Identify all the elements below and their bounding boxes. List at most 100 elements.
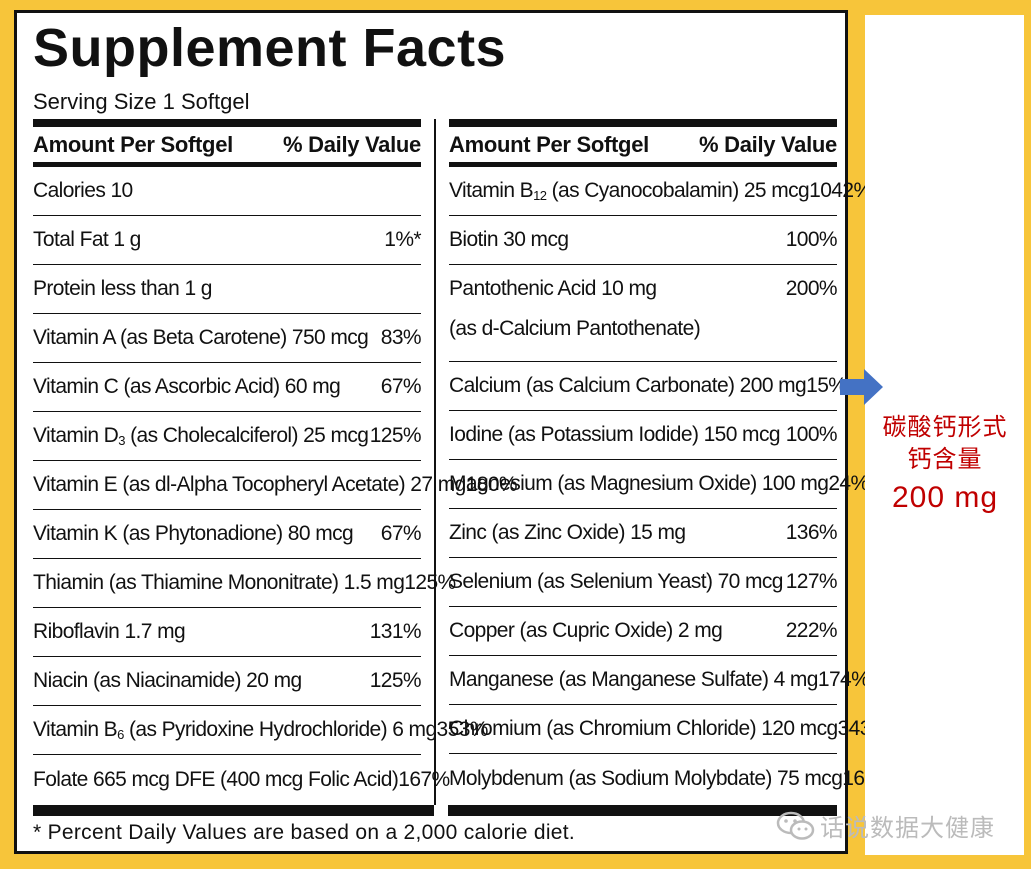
daily-value: 100% [785, 423, 838, 446]
nutrient-name: Selenium (as Selenium Yeast) 70 mcg [449, 570, 783, 594]
nutrient-name-part: (as Pyridoxine Hydrochloride) 6 mg [123, 718, 437, 741]
left-column: Amount Per Softgel % Daily Value Calorie… [33, 119, 518, 804]
nutrient-name-part: Vitamin E (as dl-Alpha Tocopheryl Acetat… [33, 473, 466, 496]
daily-value: 83% [380, 326, 422, 349]
daily-value: 200% [785, 277, 838, 300]
nutrient-name: Vitamin C (as Ascorbic Acid) 60 mg [33, 375, 341, 399]
nutrient-row: Vitamin A (as Beta Carotene) 750 mcg 83% [33, 314, 422, 363]
nutrient-row: Biotin 30 mcg 100% [449, 216, 838, 265]
nutrient-name: Molybdenum (as Sodium Molybdate) 75 mcg [449, 766, 843, 791]
amount-header: Amount Per Softgel [33, 131, 233, 157]
footnote: * Percent Daily Values are based on a 2,… [33, 821, 576, 844]
nutrient-name: Riboflavin 1.7 mg [33, 620, 186, 644]
top-bar [449, 119, 837, 127]
dv-header: % Daily Value [699, 131, 837, 157]
serving-size: Serving Size 1 Softgel [33, 89, 250, 114]
nutrient-name-part: Total Fat 1 g [33, 228, 141, 251]
nutrient-name-part: Vitamin K (as Phytonadione) 80 mcg [33, 522, 354, 545]
daily-value: 24% [828, 472, 869, 495]
nutrient-row: Calories 10 [33, 167, 421, 216]
nutrient-name-part: Calcium (as Calcium Carbonate) 200 mg [449, 374, 807, 397]
nutrient-row: Zinc (as Zinc Oxide) 15 mg 136% [449, 509, 838, 558]
nutrient-name-part: Molybdenum (as Sodium Molybdate) 75 mcg [449, 766, 843, 790]
right-column: Amount Per Softgel % Daily Value Vitamin… [449, 119, 894, 803]
nutrient-row: Total Fat 1 g 1%* [33, 216, 422, 265]
nutrient-name-part: Protein less than 1 g [33, 277, 212, 300]
daily-value: 15% [806, 374, 847, 397]
nutrient-name-part: Vitamin D [33, 424, 119, 447]
nutrient-name: Protein less than 1 g [33, 277, 212, 301]
left-header: Amount Per Softgel % Daily Value [33, 127, 421, 167]
nutrient-name-part: Iodine (as Potassium Iodide) 150 mcg [449, 423, 781, 446]
nutrient-name: Vitamin B6 (as Pyridoxine Hydrochloride)… [33, 718, 437, 742]
dv-header: % Daily Value [283, 131, 421, 157]
nutrient-row: Iodine (as Potassium Iodide) 150 mcg 100% [449, 411, 838, 460]
nutrient-name: Vitamin E (as dl-Alpha Tocopheryl Acetat… [33, 473, 466, 497]
nutrient-row: Folate 665 mcg DFE (400 mcg Folic Acid) 1… [33, 755, 450, 804]
nutrient-name: Thiamin (as Thiamine Mononitrate) 1.5 mg [33, 571, 405, 595]
nutrient-name-part: Selenium (as Selenium Yeast) 70 mcg [449, 570, 783, 593]
nutrient-name-part: Riboflavin 1.7 mg [33, 620, 186, 643]
calcium-annotation: 碳酸钙形式 钙含量 200 mg [866, 412, 1024, 520]
nutrient-name: Calcium (as Calcium Carbonate) 200 mg [449, 374, 807, 398]
nutrient-name-part: Niacin (as Niacinamide) 20 mg [33, 669, 302, 692]
column-divider [434, 119, 436, 815]
nutrient-row: Thiamin (as Thiamine Mononitrate) 1.5 mg… [33, 559, 456, 608]
nutrient-name: Total Fat 1 g [33, 228, 141, 252]
nutrient-name-part: (as Cholecalciferol) 25 mcg [124, 424, 369, 447]
daily-value: 125% [369, 424, 422, 447]
right-arrow-icon [840, 369, 883, 405]
wechat-icon [776, 811, 815, 840]
daily-value: 1042% [809, 179, 872, 202]
nutrient-name-part: Vitamin B [33, 718, 118, 741]
nutrient-row: Vitamin B6 (as Pyridoxine Hydrochloride)… [33, 706, 488, 755]
daily-value: 136% [785, 521, 838, 544]
nutrient-name-part: (as d-Calcium Pantothenate) [449, 317, 701, 340]
nutrient-row: Chromium (as Chromium Chloride) 120 mcg 3… [449, 705, 889, 754]
nutrient-subscript: 3 [118, 433, 125, 448]
nutrient-row: Riboflavin 1.7 mg 131% [33, 608, 422, 657]
nutrient-name-part: Thiamin (as Thiamine Mononitrate) 1.5 mg [33, 571, 405, 594]
nutrient-name-part: Manganese (as Manganese Sulfate) 4 mg [449, 668, 818, 691]
nutrient-name-part: Calories 10 [33, 179, 133, 202]
nutrient-name-part: (as Cyanocobalamin) 25 mcg [546, 179, 810, 202]
annotation-panel [865, 15, 1024, 855]
supplement-facts-panel: Supplement Facts Serving Size 1 Softgel … [14, 10, 894, 854]
nutrient-row: Vitamin B12 (as Cyanocobalamin) 25 mcg 10… [449, 167, 872, 216]
right-header: Amount Per Softgel % Daily Value [449, 127, 837, 167]
nutrient-name: Vitamin K (as Phytonadione) 80 mcg [33, 522, 354, 546]
nutrient-name: Manganese (as Manganese Sulfate) 4 mg [449, 668, 818, 692]
watermark-text: 话说数据大健康 [820, 815, 995, 842]
nutrient-row: Pantothenic Acid 10 mg (as d-Calcium Pant… [449, 265, 838, 362]
nutrient-name-part: Vitamin C (as Ascorbic Acid) 60 mg [33, 375, 341, 398]
nutrient-row: Calcium (as Calcium Carbonate) 200 mg 15% [449, 362, 847, 411]
nutrient-name: Pantothenic Acid 10 mg (as d-Calcium Pant… [449, 269, 701, 349]
daily-value: 180% [465, 473, 518, 496]
nutrient-name: Zinc (as Zinc Oxide) 15 mg [449, 521, 686, 545]
nutrient-name: Biotin 30 mcg [449, 228, 569, 252]
nutrient-name: Copper (as Cupric Oxide) 2 mg [449, 619, 723, 643]
daily-value: 125% [369, 669, 422, 692]
nutrient-name: Calories 10 [33, 179, 133, 203]
daily-value: 127% [785, 570, 838, 593]
nutrient-name-part: Vitamin A (as Beta Carotene) 750 mcg [33, 326, 369, 349]
nutrient-name-part: Magnesium (as Magnesium Oxide) 100 mg [449, 472, 829, 495]
daily-value: 67% [380, 522, 422, 545]
nutrient-subscript: 12 [533, 188, 547, 203]
nutrient-name-part: Folate 665 mcg DFE (400 mcg Folic Acid) [33, 767, 399, 791]
nutrient-name: Iodine (as Potassium Iodide) 150 mcg [449, 423, 781, 447]
nutrient-row: Molybdenum (as Sodium Molybdate) 75 mcg1… [449, 754, 894, 803]
nutrient-name: Magnesium (as Magnesium Oxide) 100 mg [449, 472, 829, 496]
nutrient-name: Chromium (as Chromium Chloride) 120 mcg [449, 717, 838, 741]
nutrient-name: Niacin (as Niacinamide) 20 mg [33, 669, 302, 693]
daily-value: 1%* [384, 228, 421, 251]
watermark: 话说数据大健康 [776, 808, 995, 843]
daily-value: 67% [380, 375, 422, 398]
annotation-line-1: 碳酸钙形式 [882, 414, 1008, 441]
nutrient-name: Folate 665 mcg DFE (400 mcg Folic Acid) [33, 767, 399, 792]
nutrient-name: Vitamin B12 (as Cyanocobalamin) 25 mcg [449, 179, 810, 203]
nutrient-row: Magnesium (as Magnesium Oxide) 100 mg 24% [449, 460, 869, 509]
bottom-bar-gap [434, 805, 448, 816]
nutrient-name-part: Biotin 30 mcg [449, 228, 569, 251]
annotation-line-2: 钙含量 [907, 446, 983, 473]
